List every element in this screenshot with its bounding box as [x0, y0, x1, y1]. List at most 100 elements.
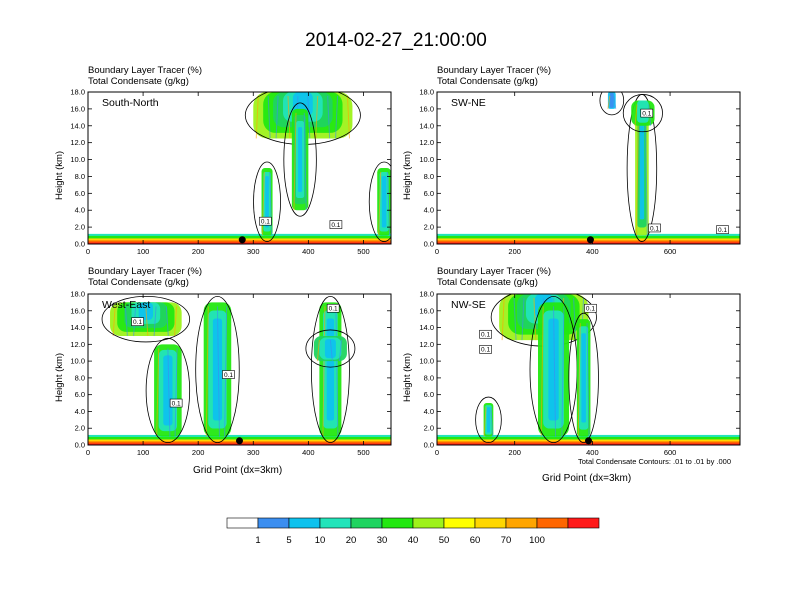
condensate-streak: [335, 95, 339, 139]
y-tick-label: 16.0: [419, 104, 434, 113]
condensate-streak: [315, 95, 319, 139]
condensate-column: [265, 176, 269, 228]
panel-south-north: 0.0 2.0 4.0 6.0 8.0 10.0 12.0 14.0 16.0 18.0 0 100 2…: [70, 88, 392, 256]
x-tick-label: 200: [508, 448, 521, 457]
condensate-column: [163, 355, 173, 426]
x-tick-label: 0: [86, 448, 90, 457]
condensate-streak: [153, 306, 157, 336]
condensate-contour: [568, 312, 599, 444]
y-tick-label: 4.0: [424, 407, 434, 416]
x-tick-label: 200: [192, 448, 205, 457]
condensate-streak: [613, 95, 617, 109]
x-tick-label: 300: [247, 247, 260, 256]
x-tick-label: 200: [192, 247, 205, 256]
page-title: 2014-02-27_21:00:00: [305, 30, 487, 51]
condensate-column: [212, 318, 223, 421]
panel-label: NW-SE: [451, 299, 486, 311]
header-tracer: Boundary Layer Tracer (%): [437, 266, 552, 277]
contour-note: Total Condensate Contours: .01 to .01 by…: [578, 457, 732, 466]
colorbar-swatch: [536, 517, 569, 529]
condensate-contour: [253, 161, 281, 242]
y-tick-label: 14.0: [70, 323, 85, 332]
panel-header-swne: Boundary Layer Tracer (%) Total Condensa…: [437, 65, 551, 87]
y-tick-label: 6.0: [75, 189, 85, 198]
x-tick-label: 100: [137, 448, 150, 457]
panel-west-east: 0.0 2.0 4.0 6.0 8.0 10.0 12.0 14.0 16.0 18.0 0 100 2…: [70, 290, 392, 457]
condensate-streak: [267, 95, 271, 139]
colorbar-swatch: [257, 517, 290, 529]
contour-label: 0.1: [642, 110, 651, 117]
contour-label: 0.1: [224, 372, 233, 379]
condensate-streak: [307, 95, 311, 139]
condensate-streak: [112, 306, 116, 336]
header-condensate: Total Condensate (g/kg): [88, 76, 189, 87]
contour-label-box: [131, 317, 144, 326]
location-marker: [585, 437, 592, 445]
panel-frame: [436, 293, 741, 446]
y-tick-label: 14.0: [419, 121, 434, 130]
condensate-streak: [577, 323, 581, 437]
condensate-streak: [275, 95, 279, 139]
x-tick-label: 0: [86, 247, 90, 256]
condensate-streak: [387, 171, 391, 236]
y-tick-label: 8.0: [75, 172, 85, 181]
x-tick-label: 400: [302, 247, 315, 256]
condensate-column: [548, 318, 559, 421]
contour-label: 0.1: [329, 306, 338, 313]
y-tick-label: 18.0: [419, 290, 434, 299]
header-condensate: Total Condensate (g/kg): [437, 277, 538, 288]
y-tick-label: 12.0: [419, 340, 434, 349]
header-condensate: Total Condensate (g/kg): [88, 277, 189, 288]
x-tick-label: 400: [586, 247, 599, 256]
x-axis-label-we: Grid Point (dx=3km): [193, 465, 283, 476]
condensate-contour: [310, 295, 350, 444]
condensate-streak: [586, 323, 590, 437]
location-marker: [586, 236, 594, 244]
y-tick-label: 16.0: [419, 306, 434, 315]
colorbar-label: 50: [439, 535, 450, 546]
contour-label: 0.1: [481, 332, 490, 339]
y-tick-label: 6.0: [75, 390, 85, 399]
y-tick-label: 4.0: [75, 407, 85, 416]
contour-label-box: [584, 303, 597, 313]
panel-header-we: Boundary Layer Tracer (%) Total Condensa…: [88, 266, 202, 288]
condensate-column: [381, 176, 387, 228]
contour-label: 0.1: [650, 225, 659, 232]
x-axis-label-nwse: Grid Point (dx=3km): [542, 473, 632, 484]
y-tick-label: 18.0: [419, 88, 434, 97]
condensate-updraft: [298, 127, 303, 192]
colorbar-swatch: [412, 517, 445, 529]
condensate-column: [326, 318, 335, 421]
condensate-streak: [634, 104, 638, 126]
colorbar-swatch: [350, 517, 383, 529]
condensate-contour: [283, 102, 317, 217]
condensate-contour: [368, 161, 391, 242]
condensate-streak: [607, 95, 611, 109]
y-tick-label: 8.0: [75, 373, 85, 382]
colorbar-label: 40: [408, 535, 419, 546]
y-tick-label: 0.0: [75, 441, 85, 450]
y-tick-label: 18.0: [70, 88, 85, 97]
x-tick-label: 500: [357, 247, 370, 256]
panel-header-nwse: Boundary Layer Tracer (%) Total Condensa…: [437, 266, 551, 288]
condensate-streak: [378, 171, 382, 236]
panel-label: West-East: [102, 299, 150, 311]
condensate-streak: [490, 407, 494, 437]
colorbar-label: 60: [470, 535, 481, 546]
y-tick-label: 16.0: [70, 104, 85, 113]
header-condensate: Total Condensate (g/kg): [437, 76, 538, 87]
condensate-streak: [636, 104, 640, 236]
y-tick-label: 2.0: [424, 424, 434, 433]
y-tick-label: 16.0: [70, 306, 85, 315]
colorbar-label: 10: [315, 535, 326, 546]
condensate-streak: [124, 306, 128, 336]
panel-label: SW-NE: [451, 97, 486, 109]
colorbar-label: 1: [255, 535, 260, 546]
colorbar-label: 5: [286, 535, 291, 546]
condensate-streak: [174, 306, 178, 336]
condensate-contour: [145, 337, 191, 444]
y-tick-label: 10.0: [70, 155, 85, 164]
condensate-contour: [195, 295, 240, 444]
contour-label-box: [479, 329, 492, 339]
condensate-cloud: [324, 338, 336, 359]
